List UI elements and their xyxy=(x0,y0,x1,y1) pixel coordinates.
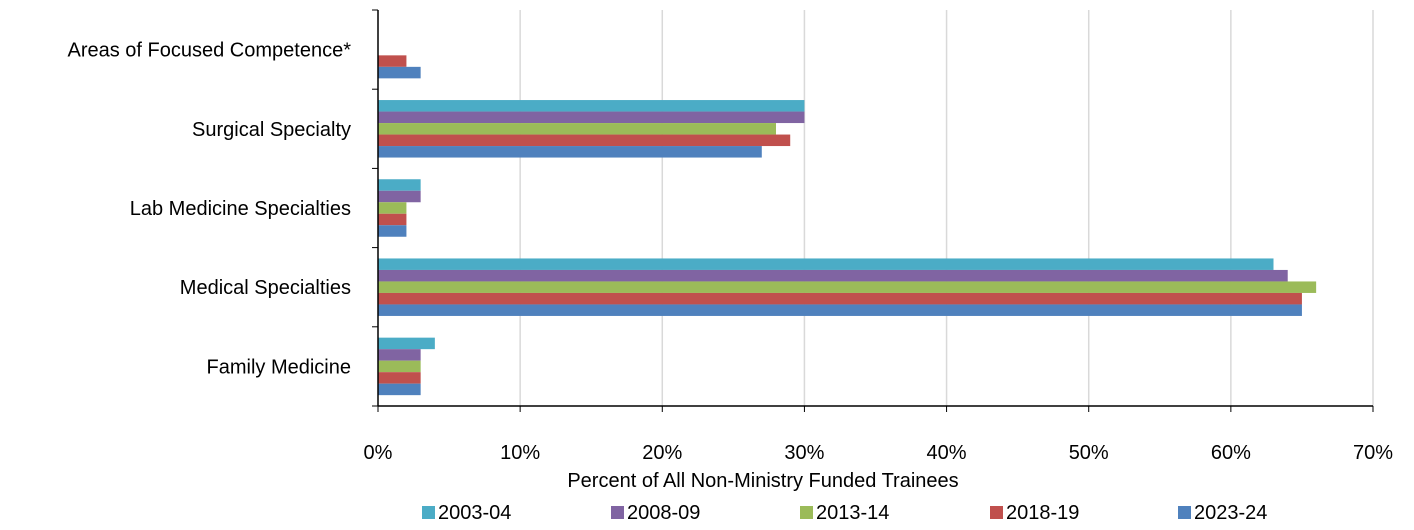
x-tick-label: 70% xyxy=(1353,442,1393,464)
axes xyxy=(372,9,1374,412)
legend-label: 2013-14 xyxy=(816,502,889,524)
bar xyxy=(378,258,1274,270)
bar xyxy=(378,225,407,237)
bar xyxy=(378,360,421,373)
x-tick-label: 30% xyxy=(784,442,824,464)
legend-swatch xyxy=(611,506,624,519)
bar xyxy=(378,337,435,350)
bar xyxy=(378,134,791,147)
legend-swatch xyxy=(800,506,813,519)
x-tick-label: 10% xyxy=(500,442,540,464)
category-label: Areas of Focused Competence* xyxy=(68,40,352,62)
legend-label: 2023-24 xyxy=(1194,502,1267,524)
bar xyxy=(378,349,421,361)
legend: 2003-04 2008-09 2013-14 2018-19 2023-24 xyxy=(422,502,1267,524)
bar xyxy=(378,179,421,191)
bar xyxy=(378,383,421,396)
legend-label: 2018-19 xyxy=(1006,502,1079,524)
legend-swatch xyxy=(990,506,1003,519)
bar xyxy=(378,213,407,226)
axis-labels: 0% 10% 20% 30% 40% 50% 60% 70% Areas of Focused … xyxy=(68,40,1394,464)
bar xyxy=(378,202,407,214)
bar xyxy=(378,269,1288,282)
category-label: Medical Specialties xyxy=(180,277,351,299)
bars xyxy=(378,55,1317,396)
legend-label: 2003-04 xyxy=(438,502,511,524)
category-label: Surgical Specialty xyxy=(192,119,351,141)
x-tick-label: 40% xyxy=(927,442,967,464)
category-label: Lab Medicine Specialties xyxy=(130,198,351,220)
x-tick-label: 0% xyxy=(364,442,393,464)
x-axis-title: Percent of All Non-Ministry Funded Train… xyxy=(567,470,958,492)
legend-swatch xyxy=(1178,506,1191,519)
x-tick-label: 20% xyxy=(642,442,682,464)
category-label: Family Medicine xyxy=(207,356,351,378)
legend-label: 2008-09 xyxy=(627,502,700,524)
bar xyxy=(378,123,776,135)
bar xyxy=(378,304,1302,316)
bar xyxy=(378,100,805,112)
legend-swatch xyxy=(422,506,435,519)
gridlines xyxy=(519,10,1374,406)
bar xyxy=(378,146,762,158)
bar xyxy=(378,190,421,203)
bar xyxy=(378,55,407,67)
bar xyxy=(378,111,805,124)
bar xyxy=(378,66,421,79)
bar xyxy=(378,281,1317,293)
bar xyxy=(378,372,421,384)
x-tick-label: 60% xyxy=(1211,442,1251,464)
bar xyxy=(378,292,1302,305)
x-tick-label: 50% xyxy=(1069,442,1109,464)
